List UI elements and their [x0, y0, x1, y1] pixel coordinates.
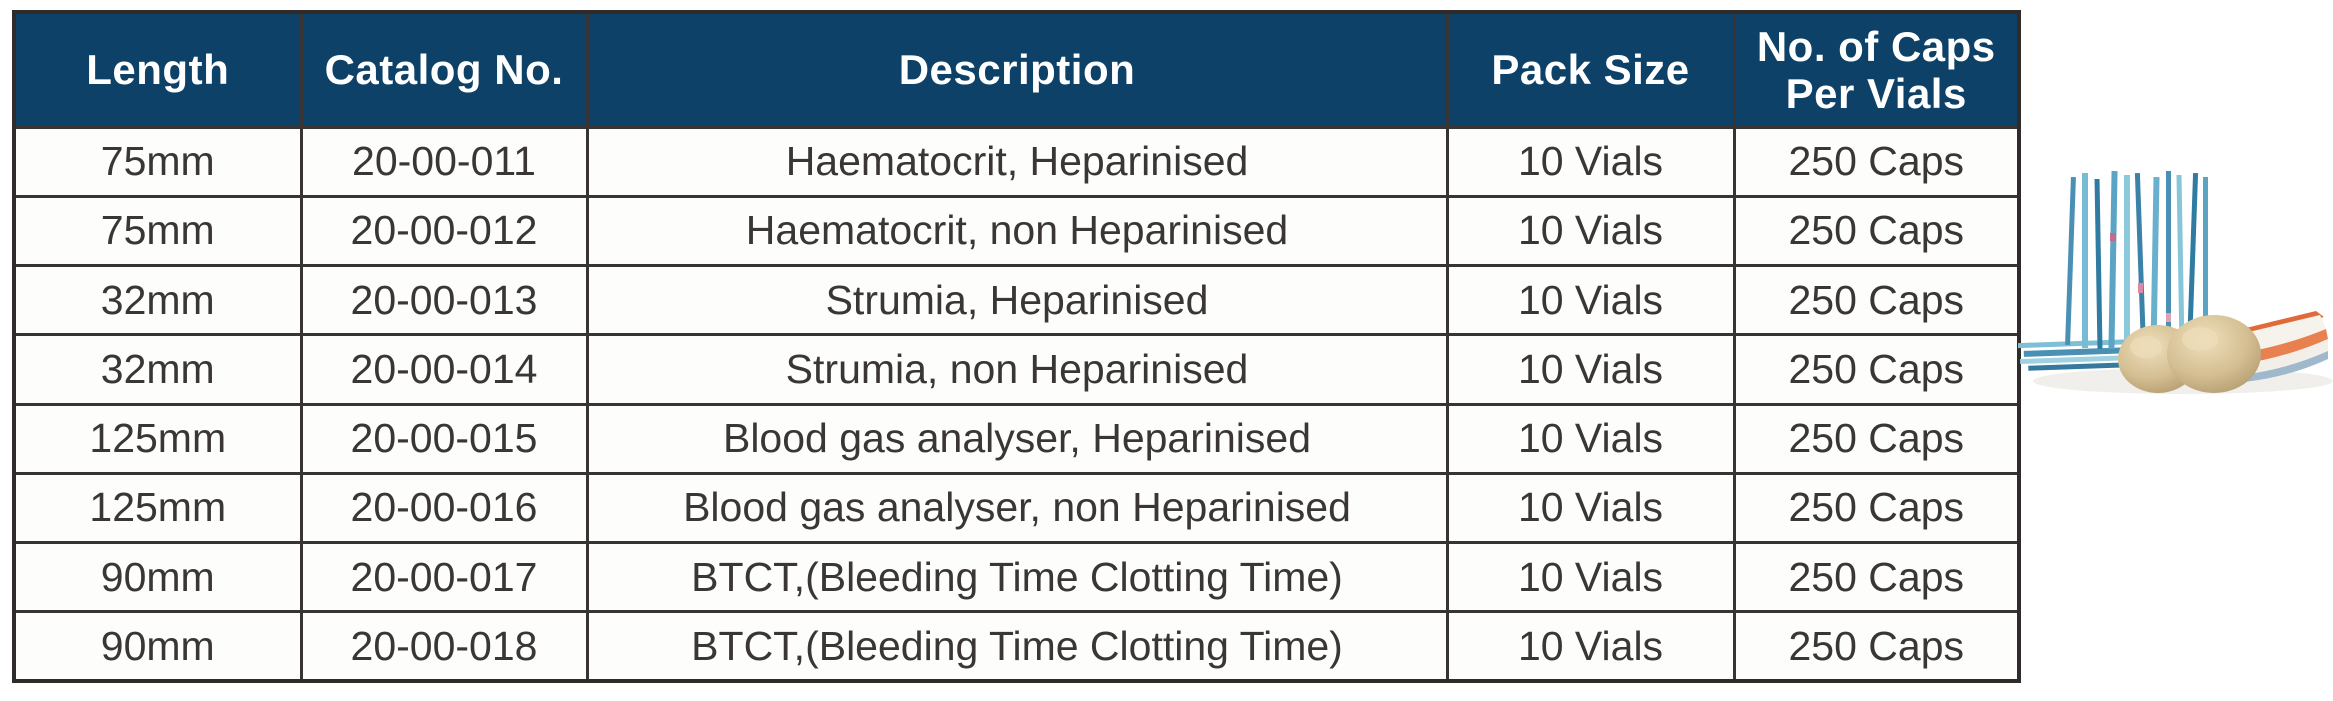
cell-pack-size: 10 Vials: [1445, 125, 1736, 198]
cell-description: Blood gas analyser, non Heparinised: [585, 471, 1449, 545]
cell-pack-size: 10 Vials: [1445, 610, 1736, 683]
cell-length: 125mm: [12, 402, 303, 475]
table-header-row: Length Catalog No. Description Pack Size…: [12, 10, 2021, 129]
cell-catalog-no: 20-00-013: [299, 263, 589, 337]
table-row: 75mm 20-00-012 Haematocrit, non Heparini…: [12, 194, 2021, 268]
product-photo: [2017, 163, 2333, 401]
cell-caps: 250 Caps: [1732, 402, 2021, 475]
cell-caps: 250 Caps: [1732, 471, 2021, 545]
cell-pack-size: 10 Vials: [1445, 540, 1736, 614]
cell-pack-size: 10 Vials: [1445, 263, 1736, 337]
cell-caps: 250 Caps: [1732, 333, 2021, 406]
table-body: 75mm 20-00-011 Haematocrit, Heparinised …: [12, 125, 2021, 683]
cell-description: BTCT,(Bleeding Time Clotting Time): [585, 540, 1449, 614]
cell-catalog-no: 20-00-016: [299, 471, 589, 545]
cell-description: Haematocrit, non Heparinised: [585, 194, 1449, 268]
cell-caps: 250 Caps: [1732, 610, 2021, 683]
cell-length: 90mm: [12, 610, 303, 683]
cell-length: 125mm: [12, 471, 303, 545]
table-row: 90mm 20-00-017 BTCT,(Bleeding Time Clott…: [12, 540, 2021, 614]
cell-pack-size: 10 Vials: [1445, 194, 1736, 268]
cell-length: 32mm: [12, 333, 303, 406]
cell-length: 90mm: [12, 540, 303, 614]
col-header-pack-size: Pack Size: [1445, 10, 1736, 129]
cell-pack-size: 10 Vials: [1445, 402, 1736, 475]
table-row: 125mm 20-00-015 Blood gas analyser, Hepa…: [12, 402, 2021, 475]
cell-description: BTCT,(Bleeding Time Clotting Time): [585, 610, 1449, 683]
table-row: 90mm 20-00-018 BTCT,(Bleeding Time Clott…: [12, 610, 2021, 683]
cell-catalog-no: 20-00-018: [299, 610, 589, 683]
cell-caps: 250 Caps: [1732, 263, 2021, 337]
cell-pack-size: 10 Vials: [1445, 471, 1736, 545]
cell-length: 32mm: [12, 263, 303, 337]
cell-catalog-no: 20-00-011: [299, 125, 589, 198]
upright-tubes: [2065, 170, 2208, 352]
product-photo-image: [2017, 170, 2333, 394]
cell-description: Blood gas analyser, Heparinised: [585, 402, 1449, 475]
cell-length: 75mm: [12, 194, 303, 268]
cell-caps: 250 Caps: [1732, 194, 2021, 268]
table-row: 125mm 20-00-016 Blood gas analyser, non …: [12, 471, 2021, 545]
table-row: 32mm 20-00-013 Strumia, Heparinised 10 V…: [12, 263, 2021, 337]
cell-description: Strumia, Heparinised: [585, 263, 1449, 337]
capillary-tubes-table: Length Catalog No. Description Pack Size…: [12, 10, 2021, 683]
col-header-caps-per-vials: No. of Caps Per Vials: [1732, 10, 2021, 129]
cell-caps: 250 Caps: [1732, 540, 2021, 614]
col-header-length: Length: [12, 10, 303, 129]
cell-catalog-no: 20-00-017: [299, 540, 589, 614]
cell-catalog-no: 20-00-012: [299, 194, 589, 268]
cell-length: 75mm: [12, 125, 303, 198]
sealing-caps: [2118, 315, 2261, 393]
col-header-catalog-no: Catalog No.: [299, 10, 589, 129]
col-header-description: Description: [585, 10, 1449, 129]
table-row: 32mm 20-00-014 Strumia, non Heparinised …: [12, 333, 2021, 406]
cell-caps: 250 Caps: [1732, 125, 2021, 198]
cell-catalog-no: 20-00-015: [299, 402, 589, 475]
cell-description: Strumia, non Heparinised: [585, 333, 1449, 406]
cell-description: Haematocrit, Heparinised: [585, 125, 1449, 198]
cell-catalog-no: 20-00-014: [299, 333, 589, 406]
cell-pack-size: 10 Vials: [1445, 333, 1736, 406]
table-row: 75mm 20-00-011 Haematocrit, Heparinised …: [12, 125, 2021, 198]
